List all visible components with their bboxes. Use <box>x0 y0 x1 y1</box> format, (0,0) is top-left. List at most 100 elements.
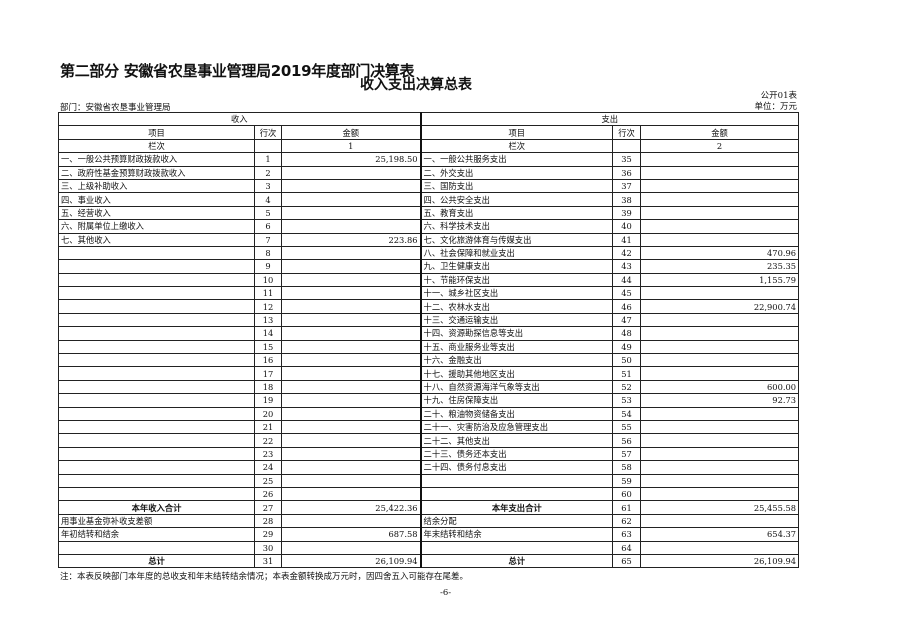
expense-line-no: 58 <box>612 460 642 475</box>
income-item <box>58 379 255 395</box>
document-title: 第二部分 安徽省农垦事业管理局2019年度部门决算表 <box>60 62 415 80</box>
income-item <box>58 419 255 435</box>
expense-line-no: 65 <box>612 553 642 569</box>
income-line-no: 2 <box>254 165 282 180</box>
expense-line-no: 52 <box>612 379 642 395</box>
expense-amount: 22,900.74 <box>640 299 800 314</box>
table-row: 21 二十一、灾害防治及应急管理支出 55 <box>58 419 800 435</box>
income-expense-table: 收入 支出 项目 行次 金额 项目 行次 金额 栏次 1 栏次 2 一、一般公共… <box>57 111 800 569</box>
income-item <box>58 339 255 355</box>
column-header-row: 项目 行次 金额 项目 行次 金额 <box>58 125 800 140</box>
expense-amount <box>640 473 800 488</box>
table-row: 19 十九、住房保障支出 53 92.73 <box>58 393 800 408</box>
income-amount <box>280 286 422 301</box>
expense-line-no: 42 <box>612 245 642 261</box>
income-amount-header: 金额 <box>280 125 422 140</box>
income-line-no: 5 <box>254 205 282 221</box>
expense-amount <box>640 366 800 381</box>
expense-amount <box>640 205 800 221</box>
table-row: 总计 31 26,109.94 总计 65 26,109.94 <box>58 553 800 569</box>
income-item: 四、事业收入 <box>58 192 255 207</box>
income-amount <box>280 406 422 421</box>
income-line-no: 19 <box>254 393 282 408</box>
expense-line-no: 35 <box>612 152 642 167</box>
expense-item <box>420 486 614 502</box>
expense-item: 七、文化旅游体育与传媒支出 <box>420 232 614 247</box>
expense-line-no: 60 <box>612 486 642 502</box>
expense-amount <box>640 219 800 234</box>
income-item <box>58 473 255 488</box>
section-header-row: 收入 支出 <box>57 111 800 127</box>
income-item: 六、附属单位上缴收入 <box>58 219 255 234</box>
expense-item: 结余分配 <box>420 513 614 529</box>
income-line-no: 3 <box>254 178 282 194</box>
expense-item: 十二、农林水支出 <box>420 299 614 314</box>
income-line-no: 15 <box>254 339 282 355</box>
expense-item: 八、社会保障和就业支出 <box>420 245 614 261</box>
expense-item: 年末结转和结余 <box>420 527 614 542</box>
expense-line-no: 64 <box>612 540 642 555</box>
expense-line-no: 47 <box>612 312 642 328</box>
expense-line-no: 40 <box>612 219 642 234</box>
income-item: 七、其他收入 <box>58 232 255 247</box>
table-row: 四、事业收入 4 四、公共安全支出 38 <box>58 192 800 207</box>
unit-label: 单位：万元 <box>754 102 797 112</box>
income-amount: 687.58 <box>280 527 422 542</box>
expense-item: 十三、交通运输支出 <box>420 312 614 328</box>
expense-amount <box>640 353 800 368</box>
expense-amount: 600.00 <box>640 379 800 395</box>
expense-amount: 26,109.94 <box>640 553 800 569</box>
income-item: 三、上级补助收入 <box>58 178 255 194</box>
income-item <box>58 326 255 341</box>
income-amount <box>280 178 422 194</box>
expense-item: 二十二、其他支出 <box>420 433 614 448</box>
expense-line-no: 44 <box>612 272 642 288</box>
expense-item: 二十、粮油物资储备支出 <box>420 406 614 421</box>
income-line-no: 31 <box>254 553 282 569</box>
expense-line-no: 56 <box>612 433 642 448</box>
income-amount: 223.86 <box>280 232 422 247</box>
income-amount <box>280 473 422 488</box>
table-row: 年初结转和结余 29 687.58 年末结转和结余 63 654.37 <box>58 527 800 542</box>
income-item-header: 项目 <box>58 125 255 140</box>
expense-amount <box>640 433 800 448</box>
income-column-number: 1 <box>280 138 422 154</box>
table-row: 用事业基金弥补收支差额 28 结余分配 62 <box>58 513 800 529</box>
income-item <box>58 353 255 368</box>
income-amount <box>280 379 422 395</box>
income-line-no: 14 <box>254 326 282 341</box>
income-item <box>58 299 255 314</box>
expense-amount <box>640 513 800 529</box>
income-item <box>58 393 255 408</box>
income-line-no: 22 <box>254 433 282 448</box>
expense-line-no: 57 <box>612 446 642 462</box>
expense-item: 十一、城乡社区支出 <box>420 286 614 301</box>
income-amount <box>280 259 422 274</box>
empty-cell <box>254 138 282 154</box>
expense-amount <box>640 540 800 555</box>
table-row: 10 十、节能环保支出 44 1,155.79 <box>58 272 800 288</box>
table-row: 8 八、社会保障和就业支出 42 470.96 <box>58 245 800 261</box>
expense-amount: 25,455.58 <box>640 500 800 515</box>
income-line-no: 6 <box>254 219 282 234</box>
expense-item: 一、一般公共服务支出 <box>420 152 614 167</box>
table-row: 本年收入合计 27 25,422.36 本年支出合计 61 25,455.58 <box>58 500 800 515</box>
table-row: 25 59 <box>58 473 800 488</box>
expense-amount <box>640 286 800 301</box>
income-line-no: 18 <box>254 379 282 395</box>
income-item <box>58 366 255 381</box>
table-row: 12 十二、农林水支出 46 22,900.74 <box>58 299 800 314</box>
table-row: 17 十七、援助其他地区支出 51 <box>58 366 800 381</box>
income-line-no: 23 <box>254 446 282 462</box>
income-item: 用事业基金弥补收支差额 <box>58 513 255 529</box>
expense-line-no: 51 <box>612 366 642 381</box>
expense-item: 二十一、灾害防治及应急管理支出 <box>420 419 614 435</box>
expense-line-no: 41 <box>612 232 642 247</box>
income-amount <box>280 540 422 555</box>
income-amount <box>280 460 422 475</box>
income-amount <box>280 312 422 328</box>
income-item <box>58 312 255 328</box>
table-row: 二、政府性基金预算财政拨款收入 2 二、外交支出 36 <box>58 165 800 180</box>
income-amount: 26,109.94 <box>280 553 422 569</box>
table-row: 五、经营收入 5 五、教育支出 39 <box>58 205 800 221</box>
